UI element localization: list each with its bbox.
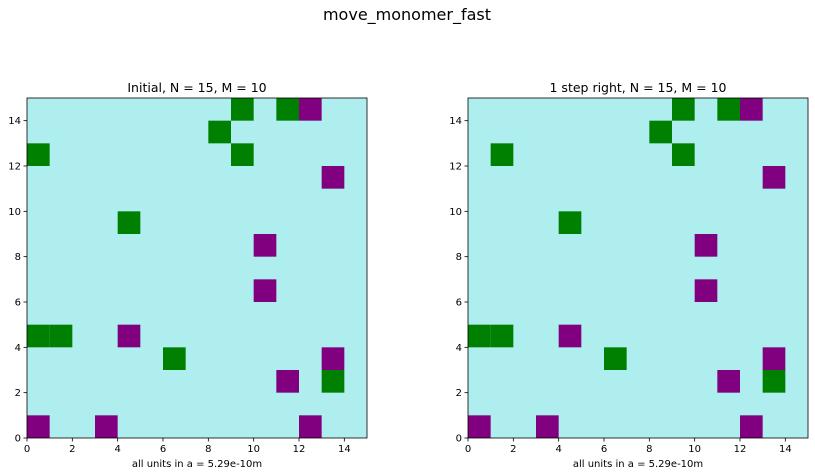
x-tick-label: 8	[646, 444, 652, 455]
y-tick-label: 10	[8, 207, 21, 218]
plot-background	[468, 98, 808, 438]
green-cell	[558, 211, 582, 234]
purple-cell	[276, 370, 299, 393]
green-cell	[321, 370, 345, 393]
green-cell	[231, 98, 254, 121]
y-tick-label: 8	[15, 252, 21, 263]
subplot-title: 1 step right, N = 15, M = 10	[550, 80, 727, 95]
green-cell	[231, 143, 254, 166]
x-tick-label: 12	[293, 444, 306, 455]
green-cell	[276, 98, 299, 121]
plot-frame	[467, 97, 809, 439]
y-tick-label: 2	[456, 388, 462, 399]
green-cell	[49, 324, 73, 348]
purple-cell	[299, 98, 322, 121]
green-cell	[490, 324, 514, 348]
x-tick-label: 2	[69, 444, 75, 455]
y-tick-label: 0	[456, 434, 462, 445]
y-tick-label: 6	[15, 298, 21, 309]
green-cell	[27, 143, 50, 166]
plot-area: 0 2 4 6 8 10 12 14 0 2 4 6 8 10 12 14	[449, 97, 809, 455]
purple-cell	[95, 415, 118, 438]
plot-area: 0 2 4 6 8 10 12 14 0 2 4 6 8 10 12 14	[8, 97, 368, 455]
x-tick-label: 10	[688, 444, 701, 455]
y-tick-label: 14	[449, 116, 462, 127]
green-cell	[468, 324, 491, 348]
x-tick-label: 0	[465, 444, 471, 455]
purple-cell	[253, 234, 277, 257]
green-cell	[208, 120, 231, 144]
purple-cell	[762, 166, 786, 189]
x-axis-label: all units in a = 5.29e-10m	[573, 459, 703, 470]
purple-cell	[740, 98, 763, 121]
y-tick-label: 0	[15, 434, 21, 445]
y-tick-label: 12	[8, 162, 21, 173]
purple-cell	[253, 279, 277, 302]
figure-suptitle: move_monomer_fast	[323, 5, 491, 25]
green-cell	[27, 324, 50, 348]
y-tick-label: 6	[456, 298, 462, 309]
purple-cell	[321, 166, 345, 189]
y-tick-label: 14	[8, 116, 21, 127]
purple-cell	[468, 415, 491, 438]
y-tick-label: 4	[15, 343, 21, 354]
green-cell	[672, 98, 695, 121]
green-cell	[604, 347, 627, 370]
x-tick-label: 10	[247, 444, 260, 455]
x-tick-label: 14	[338, 444, 351, 455]
purple-cell	[694, 234, 718, 257]
y-tick-label: 12	[449, 162, 462, 173]
y-tick-label: 10	[449, 207, 462, 218]
y-tick-label: 2	[15, 388, 21, 399]
x-tick-label: 14	[779, 444, 792, 455]
x-tick-label: 6	[601, 444, 607, 455]
green-cell	[717, 98, 740, 121]
green-cell	[762, 370, 786, 393]
x-tick-label: 4	[555, 444, 561, 455]
purple-cell	[299, 415, 322, 438]
plot-background	[27, 98, 367, 438]
plot-frame	[26, 97, 368, 439]
green-cell	[490, 143, 514, 166]
x-tick-label: 8	[205, 444, 211, 455]
purple-cell	[694, 279, 718, 302]
subplot-initial: Initial, N = 15, M = 10 0 2 4 6 8 10 12 14 0 2 4 6 8…	[8, 80, 368, 470]
purple-cell	[27, 415, 50, 438]
purple-cell	[717, 370, 740, 393]
x-tick-label: 4	[114, 444, 120, 455]
purple-cell	[117, 324, 141, 348]
green-cell	[117, 211, 141, 234]
x-tick-label: 2	[510, 444, 516, 455]
green-cell	[649, 120, 672, 144]
x-tick-label: 12	[734, 444, 747, 455]
y-tick-label: 4	[456, 343, 462, 354]
subplot-title: Initial, N = 15, M = 10	[127, 80, 266, 95]
purple-cell	[558, 324, 582, 348]
x-tick-label: 0	[24, 444, 30, 455]
purple-cell	[321, 347, 345, 370]
subplot-one-step-right: 1 step right, N = 15, M = 10 0 2 4 6 8 10 12 14…	[449, 80, 809, 470]
green-cell	[163, 347, 186, 370]
purple-cell	[536, 415, 559, 438]
purple-cell	[762, 347, 786, 370]
x-tick-label: 6	[160, 444, 166, 455]
green-cell	[672, 143, 695, 166]
x-axis-label: all units in a = 5.29e-10m	[132, 459, 262, 470]
purple-cell	[740, 415, 763, 438]
y-tick-label: 8	[456, 252, 462, 263]
